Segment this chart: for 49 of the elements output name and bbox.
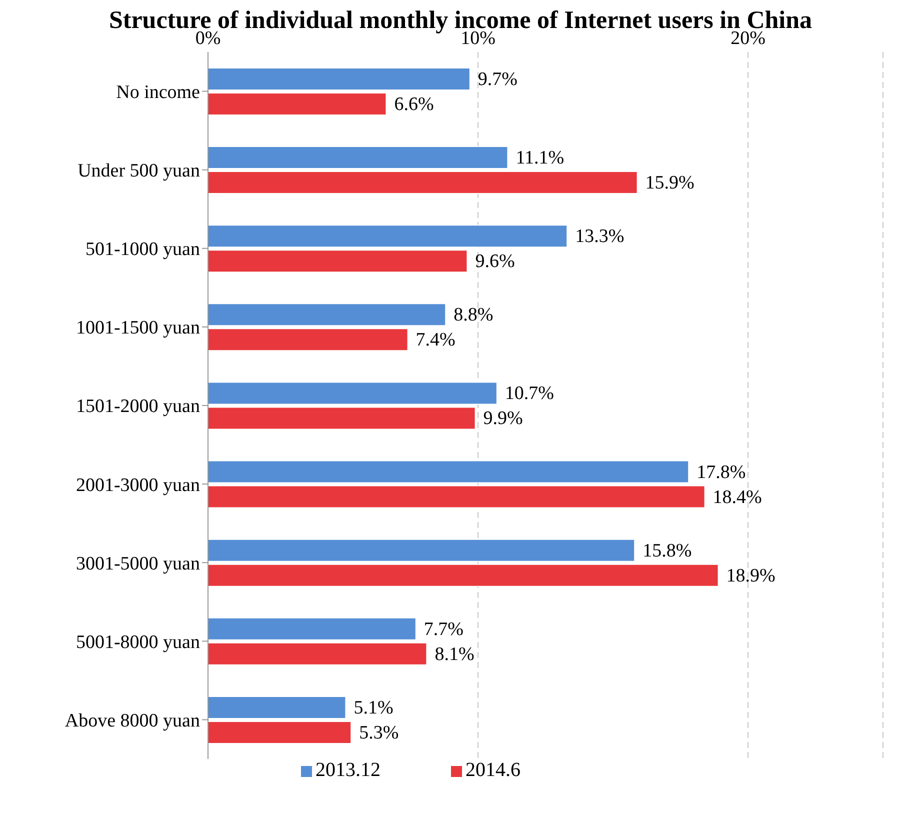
legend-label: 2013.12 xyxy=(316,759,380,781)
data-label: 13.3% xyxy=(575,226,624,248)
bar xyxy=(208,460,690,484)
legend-label: 2014.6 xyxy=(466,759,520,781)
data-label: 11.1% xyxy=(516,148,564,169)
y-tick-label: 1001-1500 yuan xyxy=(76,318,200,339)
data-label: 9.7% xyxy=(478,69,518,90)
data-label: 7.7% xyxy=(424,618,464,640)
data-label: 15.9% xyxy=(645,172,695,194)
y-tick-label: 501-1000 yuan xyxy=(85,239,200,260)
bar xyxy=(208,642,428,666)
bar xyxy=(208,171,638,194)
bar xyxy=(208,485,706,508)
bar xyxy=(208,303,446,326)
bar xyxy=(208,328,408,352)
y-tick-label: 5001-8000 yuan xyxy=(76,632,200,653)
bar xyxy=(208,564,719,587)
bar xyxy=(208,68,470,90)
bar xyxy=(208,92,387,116)
bar xyxy=(208,538,636,562)
data-label: 6.6% xyxy=(394,94,434,115)
data-label: 17.8% xyxy=(696,462,746,483)
bar xyxy=(208,250,468,273)
data-label: 9.9% xyxy=(483,408,524,430)
data-label: 18.9% xyxy=(726,565,776,586)
data-label: 8.8% xyxy=(454,304,494,326)
y-tick-label: 3001-5000 yuan xyxy=(76,553,200,574)
data-label: 5.1% xyxy=(354,697,394,718)
x-tick-label: 10% xyxy=(460,28,496,49)
data-label: 18.4% xyxy=(712,486,762,508)
data-label: 15.8% xyxy=(642,540,692,562)
data-label: 7.4% xyxy=(416,330,456,351)
data-label: 5.3% xyxy=(359,722,399,744)
bar xyxy=(208,146,508,170)
y-tick-label: 1501-2000 yuan xyxy=(76,396,200,418)
bar xyxy=(208,406,476,430)
x-tick-label: 20% xyxy=(730,28,766,49)
data-label: 10.7% xyxy=(504,383,554,404)
bar xyxy=(208,696,346,719)
y-tick-label: Above 8000 yuan xyxy=(64,710,200,732)
data-label: 8.1% xyxy=(434,644,474,665)
bar xyxy=(208,617,416,640)
bar xyxy=(208,224,568,248)
y-tick-label: Under 500 yuan xyxy=(78,160,200,182)
data-label: 9.6% xyxy=(475,251,515,272)
y-tick-label: No income xyxy=(116,82,200,104)
bar xyxy=(208,382,498,405)
y-tick-label: 2001-3000 yuan xyxy=(76,474,200,496)
bar xyxy=(208,720,352,744)
